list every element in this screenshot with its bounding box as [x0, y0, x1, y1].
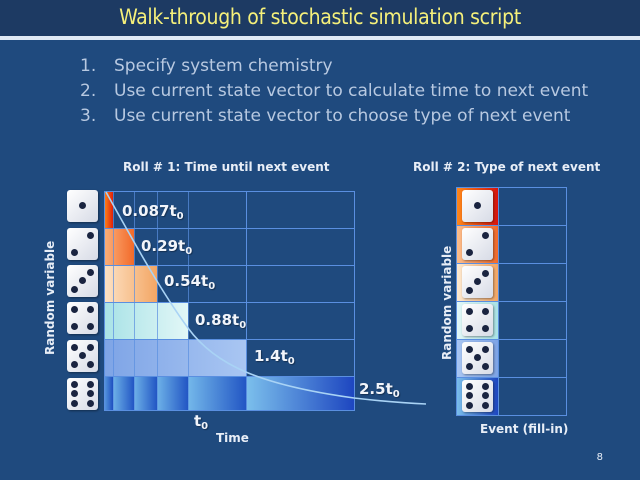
die-face-5 [462, 342, 493, 374]
time-label-2: 0.29t0 [141, 237, 193, 257]
page-number: 8 [596, 452, 603, 463]
step-item: 2. Use current state vector to calculate … [80, 81, 589, 101]
event-cell-2[interactable] [499, 226, 566, 263]
die-face-6 [462, 380, 493, 412]
title-bar [0, 0, 640, 36]
roll2-x-axis-label: Event (fill-in) [480, 422, 569, 436]
time-label-1: 0.087t0 [122, 202, 184, 222]
die-face-5 [67, 340, 98, 372]
roll2-heading: Roll # 2: Type of next event [413, 160, 601, 174]
slide-title: Walk-through of stochastic simulation sc… [119, 5, 521, 29]
die-face-4 [462, 304, 493, 336]
event-cell-5[interactable] [499, 340, 566, 377]
time-label-3: 0.54t0 [164, 272, 216, 292]
die-face-6 [67, 378, 98, 410]
roll1-heading: Roll # 1: Time until next event [123, 160, 330, 174]
step-item: 3. Use current state vector to choose typ… [80, 106, 571, 126]
die-face-2 [462, 228, 493, 260]
step-item: 1. Specify system chemistry [80, 56, 333, 76]
die-face-2 [67, 228, 98, 260]
roll2-y-axis-label: Random variable [440, 245, 454, 360]
steps-list: 1. Specify system chemistry 2. Use current… [80, 54, 588, 129]
title-divider [0, 36, 640, 40]
roll1-x-axis-label: Time [216, 431, 249, 445]
event-cell-6[interactable] [499, 378, 566, 415]
event-cell-3[interactable] [499, 264, 566, 301]
time-label-6: 2.5t0 [359, 380, 400, 400]
die-face-3 [67, 265, 98, 297]
time-label-4: 0.88t0 [195, 311, 247, 331]
die-face-3 [462, 266, 493, 298]
die-face-1 [462, 190, 493, 222]
event-cell-1[interactable] [499, 188, 566, 225]
die-face-4 [67, 302, 98, 334]
time-label-5: 1.4t0 [254, 347, 295, 367]
x-tick-t0: t0 [194, 412, 209, 432]
event-cell-4[interactable] [499, 302, 566, 339]
die-face-1 [67, 190, 98, 222]
